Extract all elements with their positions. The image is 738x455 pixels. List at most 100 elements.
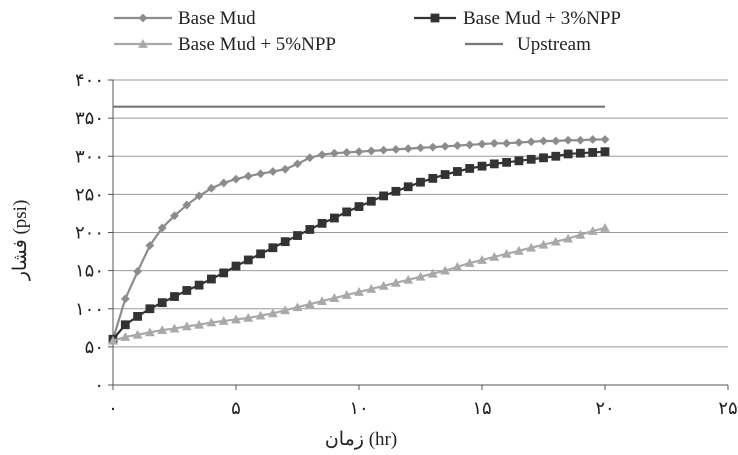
- data-point-base-mud-3-npp: [305, 225, 315, 234]
- data-point-base-mud: [502, 138, 511, 148]
- data-point-base-mud: [268, 167, 278, 176]
- data-point-base-mud: [305, 153, 315, 163]
- data-point-base-mud: [256, 169, 265, 179]
- data-point-base-mud-5-npp: [489, 252, 500, 261]
- y-tick-label: ۵۰: [85, 337, 104, 357]
- series-lines: [108, 105, 610, 345]
- y-tick-label: ۴۰۰: [75, 70, 104, 90]
- data-point-base-mud-3-npp: [120, 320, 130, 330]
- data-point-base-mud: [157, 223, 167, 233]
- legend-item-base-mud-5-npp: Base Mud + 5%NPP: [114, 34, 336, 55]
- data-point-base-mud-3-npp: [502, 157, 511, 167]
- y-tick-label: ۲۵۰: [75, 184, 104, 204]
- data-point-base-mud-5-npp: [157, 325, 168, 334]
- data-point-base-mud-5-npp: [132, 329, 143, 339]
- data-point-base-mud-5-npp: [120, 332, 131, 341]
- legend-label: Base Mud + 3%NPP: [463, 8, 621, 29]
- data-point-base-mud-5-npp: [538, 239, 549, 249]
- data-point-base-mud: [231, 174, 241, 184]
- data-point-base-mud-3-npp: [576, 148, 585, 158]
- x-tick-label: ۵: [231, 398, 241, 418]
- data-point-base-mud: [428, 142, 438, 152]
- data-point-base-mud-5-npp: [427, 268, 438, 278]
- data-point-base-mud-3-npp: [219, 268, 229, 278]
- data-point-base-mud-3-npp: [526, 154, 536, 164]
- data-point-base-mud-3-npp: [280, 237, 290, 247]
- x-tick-label: ۱۰: [349, 398, 368, 418]
- data-point-base-mud-3-npp: [317, 218, 327, 228]
- data-point-base-mud-3-npp: [563, 149, 573, 159]
- data-point-base-mud: [391, 144, 401, 154]
- data-point-base-mud-3-npp: [330, 213, 339, 223]
- data-point-base-mud-5-npp: [206, 317, 217, 327]
- data-point-base-mud: [379, 145, 388, 155]
- data-point-base-mud: [453, 141, 462, 150]
- data-point-base-mud-3-npp: [243, 255, 253, 265]
- data-point-base-mud-5-npp: [329, 293, 340, 302]
- data-point-base-mud-5-npp: [181, 321, 192, 331]
- data-point-base-mud-5-npp: [268, 308, 278, 318]
- data-point-base-mud: [403, 144, 413, 154]
- data-point-base-mud: [342, 148, 352, 157]
- data-point-base-mud: [243, 171, 253, 181]
- data-point-base-mud: [207, 183, 216, 193]
- data-point-base-mud-3-npp: [379, 191, 388, 201]
- data-point-base-mud: [465, 140, 475, 150]
- tick-labels: ۰ ۵۰ ۱۰۰ ۱۵۰ ۲۰۰ ۲۵۰ ۳۰۰ ۳۵۰ ۴۰۰ ۰ ۵ ۱۰ ۱۵ ۲۰ ۲۵: [75, 70, 738, 418]
- data-point-base-mud: [600, 135, 610, 144]
- legend: Base Mud Base Mud + 3%NPP Base Mud + 5%NPP…: [114, 8, 621, 55]
- legend-swatch-marker: [138, 13, 148, 23]
- x-axis-label: زمان (hr): [325, 429, 397, 450]
- legend-swatch-marker: [138, 39, 148, 48]
- data-point-base-mud-3-npp: [403, 182, 413, 192]
- axes: [108, 79, 729, 390]
- data-point-base-mud-3-npp: [416, 177, 425, 187]
- data-point-base-mud-5-npp: [194, 319, 204, 329]
- data-point-base-mud-3-npp: [514, 156, 524, 166]
- data-point-base-mud: [514, 138, 524, 147]
- data-point-base-mud-3-npp: [428, 173, 438, 183]
- data-point-base-mud: [489, 138, 499, 148]
- data-point-base-mud: [526, 137, 536, 147]
- data-point-base-mud: [366, 146, 376, 156]
- data-point-base-mud-3-npp: [354, 202, 364, 211]
- data-point-base-mud-3-npp: [600, 147, 610, 157]
- data-point-base-mud-3-npp: [453, 167, 462, 176]
- data-point-base-mud-3-npp: [293, 231, 302, 240]
- data-point-base-mud-3-npp: [366, 196, 376, 206]
- data-point-base-mud-5-npp: [477, 255, 487, 264]
- data-point-base-mud-3-npp: [133, 311, 142, 321]
- data-point-base-mud-5-npp: [255, 310, 266, 320]
- data-point-base-mud-5-npp: [415, 271, 426, 281]
- data-point-base-mud-5-npp: [403, 274, 414, 284]
- data-point-base-mud-3-npp: [256, 249, 265, 259]
- data-point-base-mud-3-npp: [477, 161, 487, 171]
- data-point-base-mud-5-npp: [108, 335, 118, 345]
- y-axis-label: فشار (psi): [10, 200, 31, 282]
- data-point-base-mud: [194, 191, 204, 201]
- data-point-base-mud: [293, 159, 302, 169]
- data-point-base-mud-5-npp: [366, 284, 377, 293]
- data-point-base-mud: [576, 135, 585, 145]
- x-tick-label: ۰: [108, 398, 118, 418]
- legend-item-upstream: Upstream: [465, 34, 591, 55]
- data-point-base-mud-5-npp: [550, 236, 561, 246]
- x-tick-label: ۱۵: [472, 398, 491, 418]
- data-point-base-mud-5-npp: [304, 299, 315, 309]
- y-tick-label: ۱۰۰: [75, 299, 104, 319]
- data-point-base-mud-5-npp: [292, 302, 303, 312]
- data-point-base-mud-5-npp: [280, 305, 291, 315]
- data-point-base-mud: [219, 178, 229, 188]
- data-point-base-mud-5-npp: [464, 258, 475, 267]
- data-point-base-mud-5-npp: [169, 323, 180, 333]
- legend-label: Base Mud + 5%NPP: [178, 34, 336, 55]
- data-point-base-mud-5-npp: [391, 277, 401, 287]
- data-point-base-mud: [563, 135, 573, 145]
- data-point-base-mud: [280, 164, 290, 174]
- y-tick-label: ۳۵۰: [75, 108, 104, 128]
- data-point-base-mud-3-npp: [268, 243, 278, 253]
- y-tick-label: ۱۵۰: [75, 261, 104, 281]
- data-point-base-mud-3-npp: [342, 207, 352, 217]
- data-point-base-mud-5-npp: [218, 316, 229, 325]
- data-point-base-mud-3-npp: [440, 170, 450, 179]
